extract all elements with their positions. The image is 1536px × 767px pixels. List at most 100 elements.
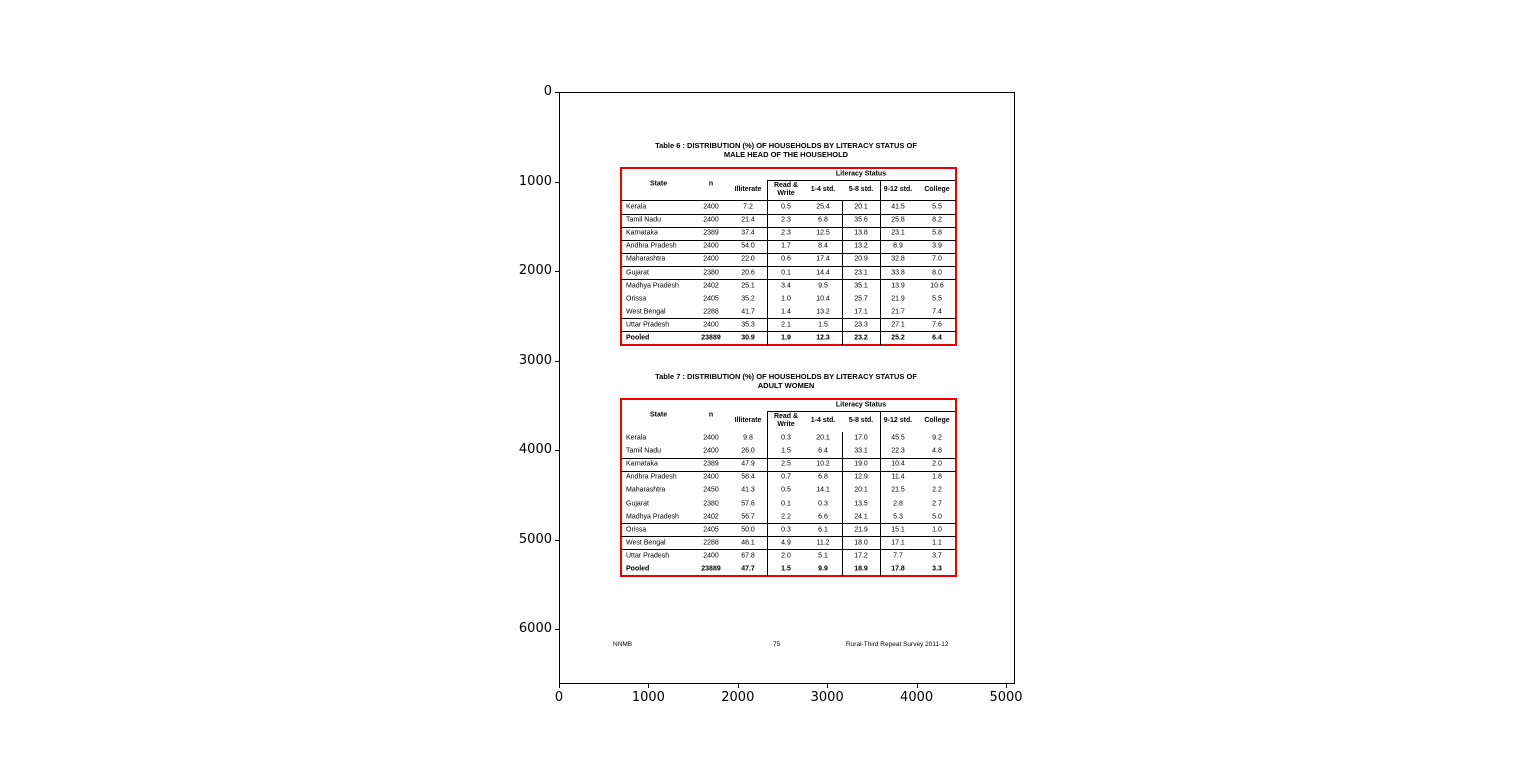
table-cell: 3.3: [932, 565, 942, 573]
table-cell: 2400: [703, 447, 719, 455]
table-cell: 6.8: [818, 216, 828, 224]
table-cell-state: Gujarat: [626, 500, 649, 507]
y-tick-label: 2000: [518, 263, 552, 278]
y-tick-label: 3000: [518, 352, 552, 368]
table-cell: 2402: [703, 282, 719, 290]
table-cell: 2389: [703, 229, 719, 237]
table7-header-col: College: [924, 417, 950, 424]
table-cell: 22.3: [891, 447, 905, 455]
table-cell-state: Uttar Pradesh: [626, 321, 670, 329]
table-cell: 35.3: [741, 321, 755, 329]
table7-header-col: Illiterate: [734, 417, 762, 424]
table-cell: 2400: [703, 321, 719, 329]
table6-column-divider: [767, 180, 768, 345]
table-cell: 2400: [703, 473, 719, 481]
table7-header-state: State: [650, 411, 668, 419]
table-cell: 35.2: [741, 295, 755, 303]
table-cell: 2.0: [781, 552, 791, 560]
table6-column-divider: [880, 180, 881, 345]
x-tick-label: 5000: [989, 690, 1023, 705]
table-cell: 21.9: [891, 295, 905, 303]
table6-header-col: College: [924, 186, 950, 193]
table-cell: 12.9: [854, 473, 868, 481]
table7-row-divider: [621, 457, 956, 459]
table-cell: 67.8: [741, 552, 755, 560]
table-cell: 17.2: [854, 552, 868, 560]
table-cell: 54.0: [741, 242, 755, 250]
y-tick-mark: [555, 181, 559, 183]
table7-column-divider: [767, 411, 768, 576]
x-tick-mark: [1006, 684, 1007, 688]
table-cell-state: Andhra Pradesh: [626, 473, 677, 481]
table-cell-state: Andhra Pradesh: [626, 242, 677, 250]
table-cell: 2450: [703, 486, 719, 494]
table6-header-n: n: [708, 180, 714, 188]
table-cell: 19.0: [854, 460, 868, 468]
table-cell: 2.2: [781, 513, 791, 521]
table-cell: 17.8: [891, 565, 905, 573]
table6-title: Table 6 : DISTRIBUTION (%) OF HOUSEHOLDS…: [616, 141, 956, 159]
table-cell: 11.4: [891, 473, 905, 481]
table6-row-divider: [621, 252, 956, 254]
table-cell: 23889: [701, 334, 721, 342]
table-cell: 21.4: [741, 216, 755, 224]
y-tick-label: 4000: [518, 442, 552, 457]
table-cell: 5.5: [932, 295, 942, 303]
table-cell: 41.3: [741, 486, 755, 494]
table-cell: 13.5: [854, 500, 868, 507]
table7-header-col: 5-8 std.: [848, 417, 874, 424]
table-cell: 2.3: [781, 229, 791, 237]
table7-column-divider: [842, 432, 843, 576]
table-cell: 20.6: [741, 269, 755, 276]
footer-page-number: 75: [773, 641, 781, 648]
table6-row-divider: [621, 226, 956, 228]
table7-title-line1: Table 7 : DISTRIBUTION (%) OF HOUSEHOLDS…: [655, 372, 917, 381]
footer-left: NNMB: [613, 641, 633, 648]
table-cell: 7.6: [932, 321, 942, 329]
table-cell: 2288: [703, 308, 719, 316]
table7-row-divider: [621, 470, 956, 472]
table-cell: 26.0: [741, 447, 755, 455]
table-cell-state: Madhya Pradesh: [626, 282, 679, 290]
table-cell: 25.2: [891, 334, 905, 342]
table-cell: 10.6: [930, 282, 944, 290]
table-cell: 1.0: [932, 526, 942, 534]
table-cell: 2.5: [781, 460, 791, 468]
table-cell: 33.1: [854, 447, 868, 455]
table-cell: 24.1: [854, 513, 868, 521]
table-cell: 2380: [703, 269, 719, 276]
table-cell: 12.3: [816, 334, 830, 342]
table-cell: 17.0: [854, 434, 868, 442]
table-cell: 8.0: [932, 269, 942, 276]
table-cell: 2405: [703, 295, 719, 303]
table-cell: 0.5: [781, 486, 791, 494]
table-cell: 20.1: [854, 203, 868, 211]
table-cell: 45.5: [891, 434, 905, 442]
table-cell: 5.1: [818, 552, 828, 560]
table-cell: 2.1: [781, 321, 791, 329]
table6-row-divider: [621, 331, 956, 333]
table-cell: 22.0: [741, 255, 755, 263]
table6-title-line2: MALE HEAD OF THE HOUSEHOLD: [723, 150, 849, 159]
table6-header-state: State: [650, 180, 668, 188]
table-cell: 10.2: [816, 460, 830, 468]
table-cell: 47.7: [741, 565, 755, 573]
table-cell: 2400: [703, 434, 719, 442]
table-cell: 0.3: [781, 434, 791, 442]
table-cell: 9.8: [743, 434, 753, 442]
table7-row-divider: [621, 523, 956, 525]
table-cell-state: Kerala: [626, 203, 647, 211]
table-cell: 21.9: [854, 526, 868, 534]
x-tick-label: 1000: [631, 690, 665, 705]
y-tick-mark: [555, 92, 559, 93]
table-cell-state: Pooled: [626, 334, 650, 342]
table-cell: 10.4: [816, 295, 830, 303]
table7-title-line2: ADULT WOMEN: [757, 381, 815, 390]
table-cell: 25.7: [854, 295, 868, 303]
table-cell-state: Karnataka: [626, 460, 658, 468]
table-cell: 5.5: [932, 203, 942, 211]
table-cell: 5.0: [932, 513, 942, 521]
table-cell-state: Kerala: [626, 434, 647, 442]
table-cell: 27.1: [891, 321, 905, 329]
table-cell: 8.2: [932, 216, 942, 224]
